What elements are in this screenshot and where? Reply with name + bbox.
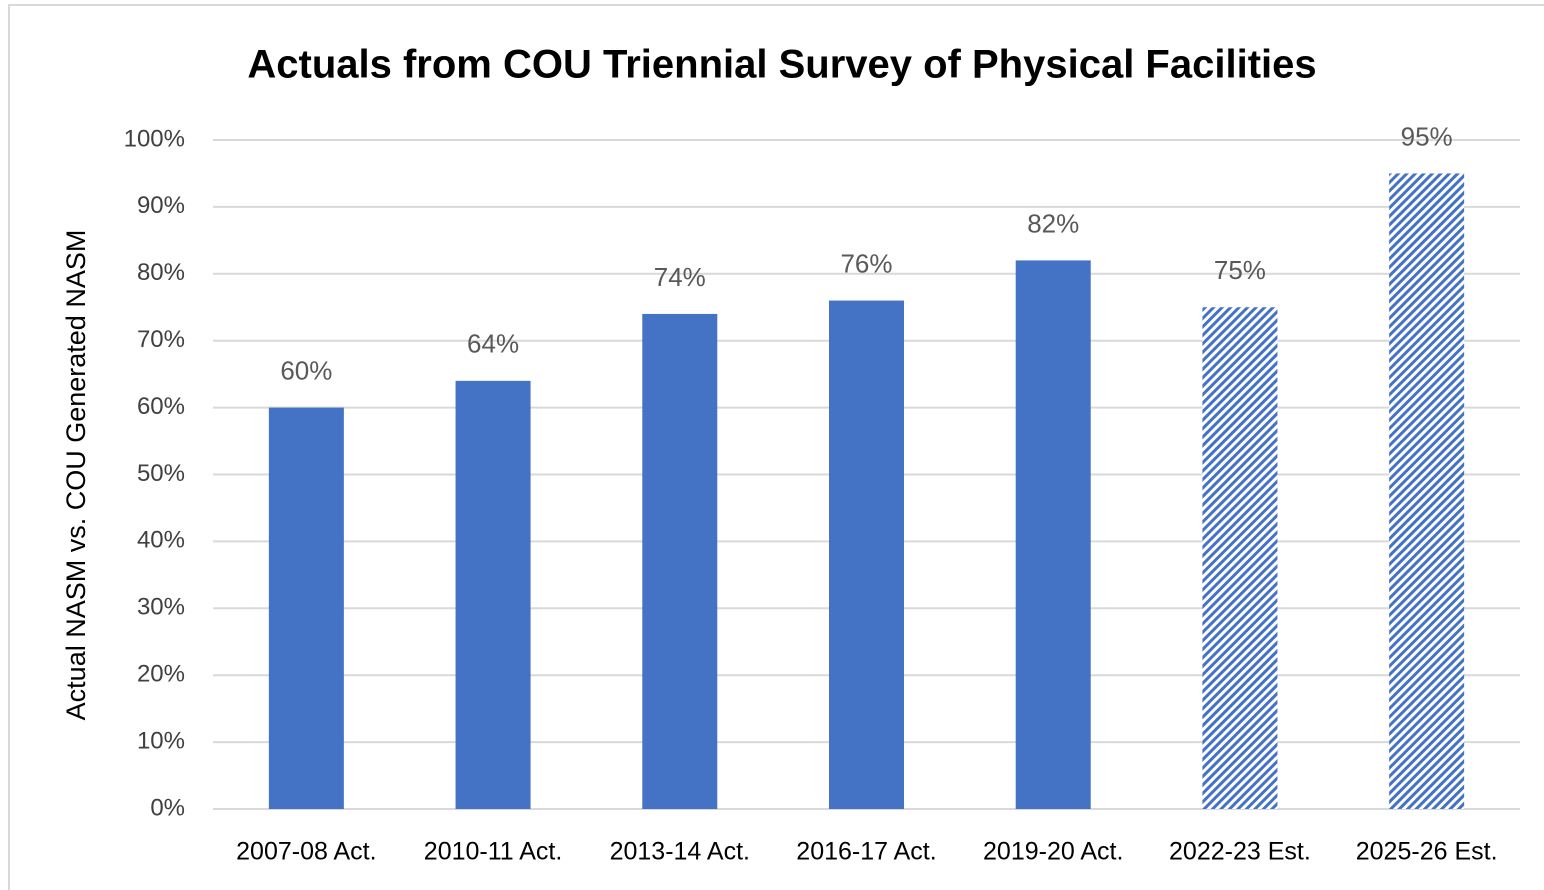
- data-label: 95%: [1401, 121, 1453, 151]
- y-tick-label: 60%: [137, 393, 185, 420]
- y-tick-label: 30%: [137, 594, 185, 621]
- y-axis-label: Actual NASM vs. COU Generated NASM: [61, 230, 91, 721]
- bar: [455, 380, 531, 809]
- x-tick-label: 2025-26 Est.: [1356, 838, 1498, 866]
- y-tick-label: 50%: [137, 460, 185, 487]
- x-tick-label: 2019-20 Act.: [983, 838, 1123, 866]
- y-tick-label: 100%: [124, 125, 185, 152]
- y-tick-label: 90%: [137, 192, 185, 219]
- y-tick-label: 70%: [137, 326, 185, 353]
- y-tick-label: 0%: [150, 794, 185, 821]
- bar: [268, 407, 344, 809]
- data-label: 76%: [840, 248, 892, 278]
- data-label: 75%: [1214, 255, 1266, 285]
- data-label: 60%: [280, 355, 332, 385]
- y-tick-label: 10%: [137, 727, 185, 754]
- x-tick-label: 2022-23 Est.: [1169, 838, 1311, 866]
- x-tick-label: 2010-11 Act.: [424, 838, 563, 866]
- y-tick-label: 20%: [137, 661, 185, 688]
- bar: [1015, 260, 1091, 809]
- bar: [829, 300, 904, 809]
- bar: [1389, 173, 1465, 809]
- x-tick-label: 2016-17 Act.: [796, 838, 936, 866]
- y-tick-label: 80%: [137, 259, 185, 286]
- y-tick-label: 40%: [137, 527, 185, 554]
- chart-border: [8, 4, 1544, 890]
- data-label: 64%: [467, 329, 519, 359]
- bar: [1202, 307, 1278, 809]
- x-tick-label: 2007-08 Act.: [236, 838, 376, 866]
- data-label: 74%: [654, 262, 706, 292]
- x-tick-label: 2013-14 Act.: [610, 838, 750, 866]
- chart-title: Actuals from COU Triennial Survey of Phy…: [247, 43, 1316, 87]
- bar: [642, 313, 718, 809]
- data-label: 82%: [1027, 208, 1079, 238]
